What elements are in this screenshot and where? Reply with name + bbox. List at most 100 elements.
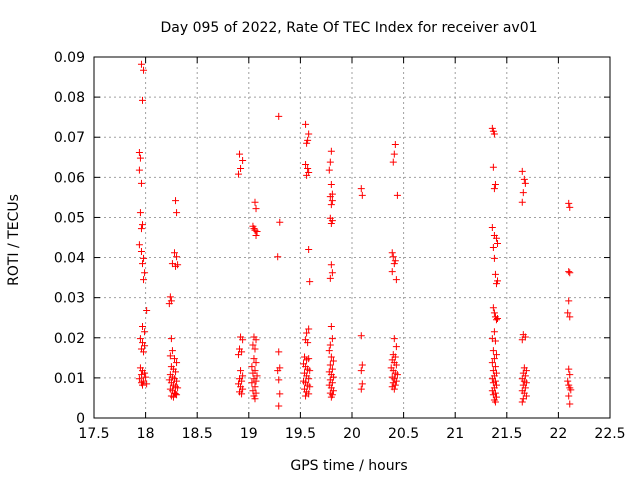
data-point xyxy=(139,221,147,229)
x-tick-label: 20.5 xyxy=(388,426,419,442)
data-point xyxy=(489,347,497,355)
data-point xyxy=(302,120,310,128)
y-tick-label: 0.05 xyxy=(54,210,85,226)
data-point xyxy=(236,150,244,158)
data-point xyxy=(248,379,256,387)
data-point xyxy=(494,315,502,323)
y-tick-label: 0.07 xyxy=(54,130,85,146)
data-point xyxy=(325,347,333,355)
data-point xyxy=(388,268,396,276)
data-point xyxy=(392,276,400,284)
data-point xyxy=(304,339,312,347)
data-point xyxy=(328,269,336,277)
data-point xyxy=(166,352,174,360)
data-point xyxy=(136,209,144,217)
data-point xyxy=(137,371,145,379)
y-axis-label: ROTI / TECUs xyxy=(6,194,22,286)
data-point xyxy=(565,392,573,400)
data-point xyxy=(137,225,145,233)
data-point xyxy=(173,253,181,261)
data-point xyxy=(140,276,148,284)
data-point xyxy=(358,191,366,199)
data-point xyxy=(392,343,400,351)
data-point xyxy=(357,332,365,340)
data-point xyxy=(327,181,335,189)
data-point xyxy=(302,160,310,168)
data-point xyxy=(137,179,145,187)
data-point xyxy=(237,165,245,173)
data-point xyxy=(327,219,335,227)
data-point xyxy=(143,307,151,315)
data-point xyxy=(565,365,573,373)
y-tick-label: 0 xyxy=(76,411,85,427)
data-point xyxy=(566,269,574,277)
data-point xyxy=(306,278,314,286)
data-point xyxy=(390,385,398,393)
data-point xyxy=(174,261,182,269)
data-point xyxy=(252,231,260,239)
data-point xyxy=(251,395,259,403)
data-point xyxy=(170,355,178,363)
y-tick-labels: 0 0.01 0.02 0.03 0.04 0.05 0.06 0.07 0.08 0.09 xyxy=(54,50,85,427)
data-point xyxy=(566,313,574,321)
data-point xyxy=(239,156,247,164)
chart-title: Day 095 of 2022, Rate Of TEC Index for r… xyxy=(160,20,537,36)
data-point xyxy=(391,381,399,389)
data-point xyxy=(137,60,145,68)
data-point xyxy=(329,357,337,365)
x-tick-label: 22 xyxy=(549,426,567,442)
data-point xyxy=(174,384,182,392)
data-point xyxy=(357,367,365,375)
data-point xyxy=(304,165,312,173)
x-tick-label: 22.5 xyxy=(594,426,625,442)
data-point xyxy=(172,368,180,376)
data-point xyxy=(491,398,499,406)
data-point xyxy=(326,158,334,166)
data-point xyxy=(564,309,572,317)
data-point xyxy=(172,197,180,205)
data-point xyxy=(173,209,181,217)
data-point xyxy=(139,260,147,268)
data-point xyxy=(142,373,150,381)
data-point xyxy=(567,386,575,394)
data-point xyxy=(389,253,397,261)
data-point xyxy=(490,130,498,138)
data-point xyxy=(327,353,335,361)
data-point xyxy=(325,166,333,174)
data-point xyxy=(327,147,335,155)
data-point xyxy=(137,248,145,256)
data-point xyxy=(492,351,500,359)
data-point xyxy=(275,112,283,120)
data-point xyxy=(390,150,398,158)
data-point xyxy=(275,348,283,356)
data-point xyxy=(234,351,242,359)
data-point xyxy=(326,274,334,282)
data-point xyxy=(166,293,174,301)
data-point xyxy=(252,205,260,213)
data-point xyxy=(389,158,397,166)
data-point xyxy=(327,393,335,401)
y-tick-label: 0.09 xyxy=(54,50,85,66)
data-point xyxy=(520,175,528,183)
data-point xyxy=(358,380,366,388)
data-point xyxy=(170,249,178,257)
data-point xyxy=(252,377,260,385)
data-point xyxy=(276,218,284,226)
data-point xyxy=(303,171,311,179)
data-point xyxy=(565,297,573,305)
data-point xyxy=(251,383,259,391)
data-point xyxy=(172,390,180,398)
data-point xyxy=(136,154,144,162)
data-point xyxy=(141,269,149,277)
data-point xyxy=(518,198,526,206)
data-point xyxy=(234,170,242,178)
data-point xyxy=(237,367,245,375)
x-tick-labels: 17.5 18 18.5 19 19.5 20 20.5 21 21.5 22 22.5 xyxy=(78,426,625,442)
data-point xyxy=(140,254,148,262)
data-point xyxy=(251,198,259,206)
data-point xyxy=(168,347,176,355)
data-point xyxy=(139,96,147,104)
data-point xyxy=(491,270,499,278)
data-point xyxy=(135,166,143,174)
data-point xyxy=(139,323,147,331)
